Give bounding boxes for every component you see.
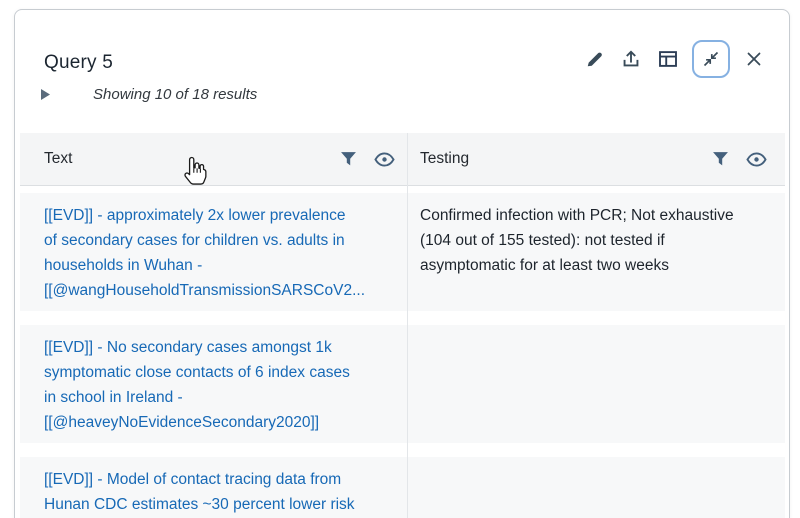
- result-link[interactable]: [[EVD]] - No secondary cases amongst 1k …: [44, 339, 350, 431]
- table-row: [[EVD]] - approximately 2x lower prevale…: [20, 193, 785, 311]
- query-panel: Query 5: [14, 9, 790, 518]
- minimize-icon: [702, 50, 720, 68]
- eye-icon[interactable]: [746, 151, 767, 167]
- results-table: Text Testing: [20, 133, 785, 518]
- filter-icon[interactable]: [712, 151, 729, 167]
- close-button[interactable]: [741, 46, 767, 72]
- column-separator: [407, 133, 408, 518]
- table-row: [[EVD]] - Model of contact tracing data …: [20, 457, 785, 518]
- testing-cell: [407, 325, 785, 443]
- export-button[interactable]: [618, 46, 644, 72]
- text-cell: [[EVD]] - Model of contact tracing data …: [20, 457, 407, 518]
- text-cell: [[EVD]] - approximately 2x lower prevale…: [20, 193, 407, 311]
- caret-right-icon[interactable]: [34, 89, 56, 100]
- testing-cell: Confirmed infection with PCR; Not exhaus…: [420, 207, 734, 274]
- eye-icon[interactable]: [374, 151, 395, 167]
- table-icon: [658, 49, 678, 69]
- result-link[interactable]: [[EVD]] - approximately 2x lower prevale…: [44, 207, 365, 299]
- table-row: [[EVD]] - No secondary cases amongst 1k …: [20, 325, 785, 443]
- text-cell: [[EVD]] - No secondary cases amongst 1k …: [20, 325, 407, 443]
- result-link[interactable]: [[EVD]] - Model of contact tracing data …: [44, 471, 355, 513]
- column-header-testing: Testing: [407, 133, 785, 185]
- results-summary: Showing 10 of 18 results: [93, 86, 258, 103]
- page-title: Query 5: [44, 52, 113, 73]
- edit-query-button[interactable]: [581, 46, 607, 72]
- upload-icon: [621, 49, 641, 69]
- testing-cell: [407, 457, 785, 518]
- filter-icon[interactable]: [340, 151, 357, 167]
- column-label: Testing: [420, 150, 470, 167]
- collapse-button[interactable]: [692, 40, 730, 78]
- column-label: Text: [44, 150, 73, 167]
- table-layout-button[interactable]: [655, 46, 681, 72]
- column-header-text: Text: [20, 133, 407, 185]
- results-summary-row: Showing 10 of 18 results: [34, 86, 257, 103]
- close-icon: [745, 50, 763, 68]
- panel-toolbar: [581, 39, 767, 79]
- pencil-icon: [585, 50, 604, 69]
- table-header: Text Testing: [20, 133, 785, 186]
